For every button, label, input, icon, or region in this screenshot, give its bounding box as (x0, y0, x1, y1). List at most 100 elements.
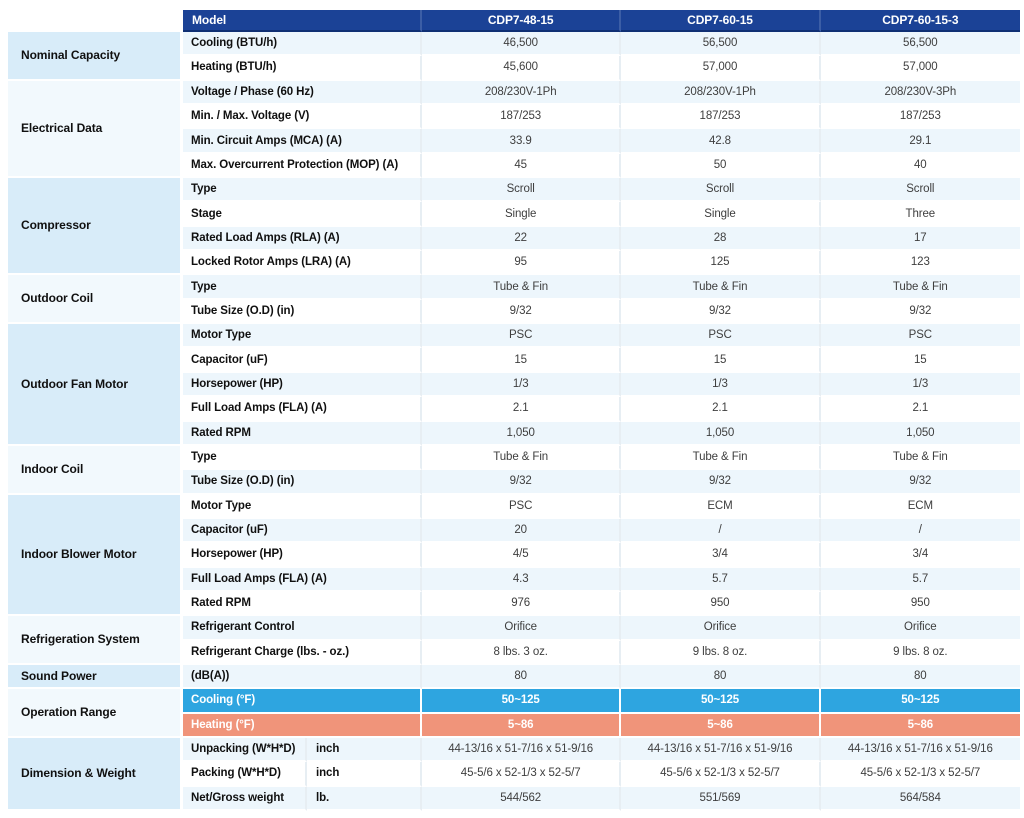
value-cell: 80 (422, 664, 622, 690)
param-cell: Rated RPM (183, 591, 422, 617)
value-cell: 9/32 (422, 299, 622, 325)
param-cell: Rated Load Amps (RLA) (A) (183, 226, 422, 252)
value-cell: Tube & Fin (422, 275, 622, 300)
value-cell: 187/253 (820, 105, 1020, 130)
param-cell: Capacitor (uF) (183, 348, 422, 373)
value-cell: 45 (422, 153, 622, 179)
value-cell: / (621, 518, 821, 544)
value-cell: 4.3 (422, 567, 622, 592)
value-cell: 1/3 (820, 372, 1020, 398)
value-cell: PSC (621, 324, 821, 349)
category-cell: Sound Power (8, 664, 183, 690)
value-cell: 551/569 (621, 786, 821, 811)
value-cell: 50~125 (820, 689, 1020, 714)
value-cell: 20 (422, 518, 622, 544)
value-cell: 42.8 (621, 129, 821, 154)
value-cell: Orifice (621, 616, 821, 641)
param-cell: Horsepower (HP) (183, 543, 422, 568)
value-cell: 1,050 (422, 421, 622, 446)
value-cell: 187/253 (422, 105, 622, 130)
value-cell: 33.9 (422, 129, 622, 154)
value-cell: 50~125 (621, 689, 821, 714)
category-cell: Operation Range (8, 689, 183, 738)
value-cell: 208/230V-1Ph (621, 80, 821, 106)
value-cell: 950 (621, 591, 821, 617)
value-cell: 44-13/16 x 51-7/16 x 51-9/16 (820, 737, 1020, 763)
value-cell: PSC (422, 494, 622, 519)
category-cell: Nominal Capacity (8, 32, 183, 81)
param-cell: Type (183, 445, 422, 471)
value-cell: 80 (820, 664, 1020, 690)
value-cell: ECM (621, 494, 821, 519)
value-cell: 125 (621, 251, 821, 276)
value-cell: 9/32 (621, 299, 821, 325)
spec-table: Model CDP7-48-15 CDP7-60-15 CDP7-60-15-3… (8, 10, 1020, 811)
value-cell: 1,050 (820, 421, 1020, 446)
value-cell: 3/4 (621, 543, 821, 568)
param-cell: Refrigerant Charge (lbs. - oz.) (183, 640, 422, 665)
value-cell: 44-13/16 x 51-7/16 x 51-9/16 (621, 737, 821, 763)
param-cell: Min. / Max. Voltage (V) (183, 105, 422, 130)
value-cell: 5.7 (820, 567, 1020, 592)
param-cell: Min. Circuit Amps (MCA) (A) (183, 129, 422, 154)
value-cell: 9 lbs. 8 oz. (621, 640, 821, 665)
value-cell: 45-5/6 x 52-1/3 x 52-5/7 (422, 762, 622, 787)
param-cell: Stage (183, 202, 422, 227)
value-cell: 44-13/16 x 51-7/16 x 51-9/16 (422, 737, 622, 763)
value-cell: 22 (422, 226, 622, 252)
value-cell: 3/4 (820, 543, 1020, 568)
value-cell: 15 (621, 348, 821, 373)
param-cell: Type (183, 275, 422, 300)
value-cell: 50~125 (422, 689, 622, 714)
param-cell: Rated RPM (183, 421, 422, 446)
unit-cell: lb. (307, 786, 422, 811)
value-cell: Single (422, 202, 622, 227)
value-cell: 45-5/6 x 52-1/3 x 52-5/7 (621, 762, 821, 787)
value-cell: 9 lbs. 8 oz. (820, 640, 1020, 665)
value-cell: PSC (820, 324, 1020, 349)
param-cell: Cooling (BTU/h) (183, 32, 422, 57)
value-cell: 57,000 (621, 56, 821, 81)
value-cell: 2.1 (820, 397, 1020, 422)
param-cell: Horsepower (HP) (183, 372, 422, 398)
value-cell: PSC (422, 324, 622, 349)
value-cell: 9/32 (820, 299, 1020, 325)
value-cell: 5~86 (621, 713, 821, 738)
value-cell: 9/32 (820, 470, 1020, 495)
value-cell: 1/3 (422, 372, 622, 398)
param-cell: Refrigerant Control (183, 616, 422, 641)
unit-cell: inch (307, 762, 422, 787)
category-cell: Electrical Data (8, 80, 183, 179)
value-cell: Tube & Fin (422, 445, 622, 471)
param-cell: Unpacking (W*H*D) (183, 737, 307, 763)
value-cell: 8 lbs. 3 oz. (422, 640, 622, 665)
value-cell: 56,500 (820, 32, 1020, 57)
value-cell: 29.1 (820, 129, 1020, 154)
value-cell: 9/32 (422, 470, 622, 495)
param-cell: Motor Type (183, 494, 422, 519)
category-cell: Compressor (8, 178, 183, 276)
param-cell: Locked Rotor Amps (LRA) (A) (183, 251, 422, 276)
param-cell: Cooling (°F) (183, 689, 422, 714)
value-cell: 28 (621, 226, 821, 252)
param-cell: Full Load Amps (FLA) (A) (183, 567, 422, 592)
table-header-model-cdp7-60-15: CDP7-60-15 (621, 10, 821, 32)
value-cell: 45-5/6 x 52-1/3 x 52-5/7 (820, 762, 1020, 787)
value-cell: ECM (820, 494, 1020, 519)
table-header-model-cdp7-48-15: CDP7-48-15 (422, 10, 622, 32)
value-cell: 45,600 (422, 56, 622, 81)
value-cell: 80 (621, 664, 821, 690)
value-cell: 9/32 (621, 470, 821, 495)
category-cell: Indoor Coil (8, 445, 183, 495)
value-cell: Orifice (422, 616, 622, 641)
param-cell: Tube Size (O.D) (in) (183, 299, 422, 325)
category-cell: Outdoor Coil (8, 275, 183, 325)
value-cell: 1,050 (621, 421, 821, 446)
param-cell: Max. Overcurrent Protection (MOP) (A) (183, 153, 422, 179)
value-cell: 56,500 (621, 32, 821, 57)
param-cell: Heating (BTU/h) (183, 56, 422, 81)
value-cell: 95 (422, 251, 622, 276)
value-cell: 4/5 (422, 543, 622, 568)
category-cell: Dimension & Weight (8, 737, 183, 811)
